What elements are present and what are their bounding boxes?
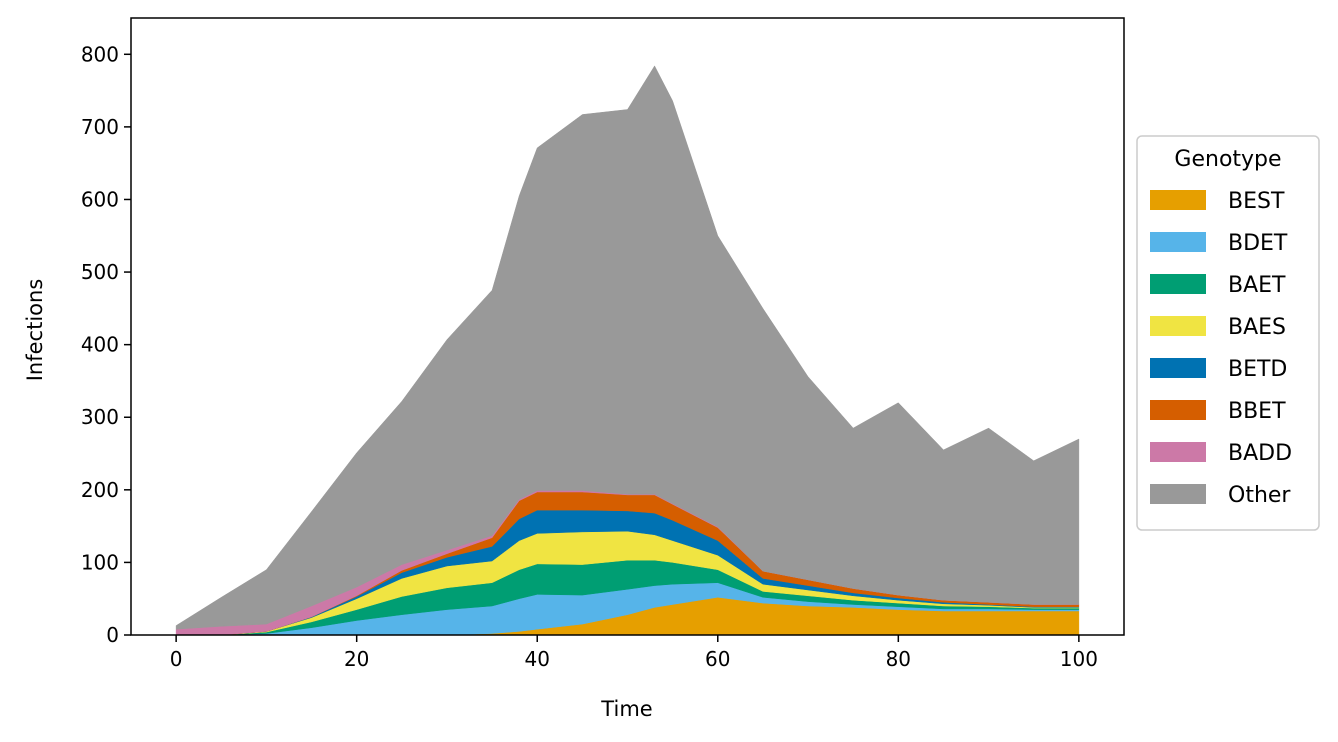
legend-label-best: BEST <box>1228 189 1285 214</box>
legend-label-badd: BADD <box>1228 441 1292 466</box>
y-tick-label: 600 <box>81 187 119 211</box>
plot-frame <box>130 17 1125 636</box>
y-tick-label: 500 <box>81 260 119 284</box>
y-axis-label: Infections <box>23 279 47 382</box>
legend: Genotype BEST BDET BAET BAES BETD BBET BADD Oth… <box>1136 135 1320 531</box>
legend-title: Genotype <box>1174 147 1281 172</box>
legend-swatch-other <box>1150 484 1206 504</box>
y-tick-label: 100 <box>81 550 119 574</box>
y-tick-label: 300 <box>81 405 119 429</box>
x-axis-ticks: 0 20 40 60 80 100 <box>170 635 1098 671</box>
y-axis-ticks: 0 100 200 300 400 500 600 700 800 <box>81 42 131 647</box>
legend-label-other: Other <box>1228 483 1291 508</box>
y-tick-label: 400 <box>81 333 119 357</box>
legend-label-betd: BETD <box>1228 357 1287 382</box>
y-tick-label: 200 <box>81 478 119 502</box>
legend-label-baet: BAET <box>1228 273 1286 298</box>
x-tick-label: 80 <box>886 647 911 671</box>
area-other <box>175 65 1080 630</box>
x-tick-label: 40 <box>525 647 550 671</box>
legend-label-bbet: BBET <box>1228 399 1286 424</box>
x-tick-label: 0 <box>170 647 183 671</box>
y-tick-label: 800 <box>81 42 119 66</box>
legend-label-baes: BAES <box>1228 315 1286 340</box>
legend-swatch-badd <box>1150 442 1206 462</box>
y-tick-label: 0 <box>106 623 119 647</box>
legend-swatch-baet <box>1150 274 1206 294</box>
x-tick-label: 20 <box>344 647 369 671</box>
y-tick-label: 700 <box>81 115 119 139</box>
legend-swatch-baes <box>1150 316 1206 336</box>
legend-swatch-bdet <box>1150 232 1206 252</box>
x-tick-label: 60 <box>705 647 730 671</box>
x-axis-label: Time <box>600 697 652 721</box>
legend-label-bdet: BDET <box>1228 231 1288 256</box>
legend-swatch-best <box>1150 190 1206 210</box>
legend-swatch-betd <box>1150 358 1206 378</box>
legend-items: BEST BDET BAET BAES BETD BBET BADD Other <box>1150 189 1292 508</box>
area-series-group <box>175 65 1080 636</box>
legend-swatch-bbet <box>1150 400 1206 420</box>
x-tick-label: 100 <box>1060 647 1098 671</box>
